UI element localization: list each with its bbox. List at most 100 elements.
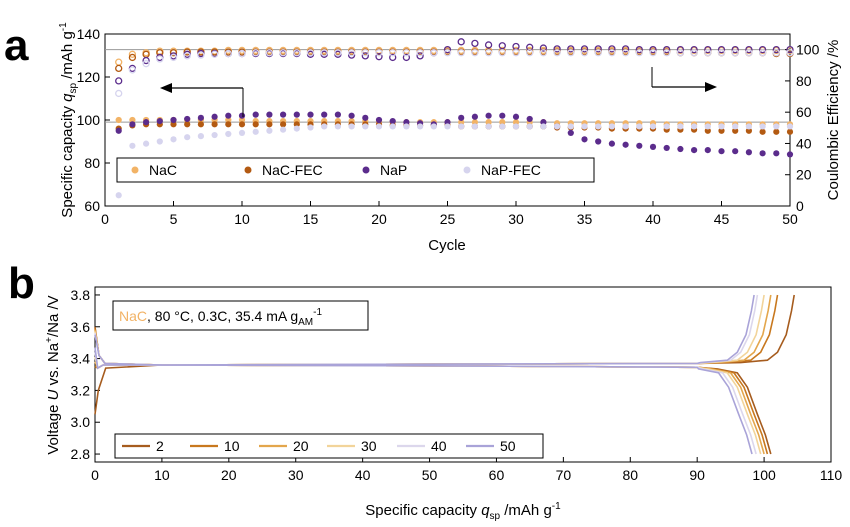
- efficiency-point: [553, 49, 561, 57]
- legend-marker: [244, 166, 252, 174]
- efficiency-point: [128, 66, 137, 74]
- legend-marker: [463, 166, 471, 174]
- efficiency-point: [745, 45, 753, 54]
- efficiency-point: [347, 51, 356, 59]
- efficiency-point: [375, 53, 383, 61]
- capacity-point: [540, 123, 547, 130]
- capacity-point: [718, 127, 725, 134]
- panel-b-x-axis-title: Specific capacity qsp /mAh g-1: [365, 501, 561, 522]
- efficiency-point: [252, 49, 260, 57]
- x-tick-label: 20: [371, 211, 387, 227]
- capacity-point: [293, 111, 300, 118]
- panel-a-label: a: [4, 21, 29, 70]
- capacity-point: [581, 123, 588, 130]
- legend-label: 50: [500, 438, 516, 454]
- efficiency-point: [717, 45, 726, 54]
- legend-marker: [362, 166, 370, 174]
- capacity-point: [115, 127, 122, 134]
- capacity-point: [293, 121, 300, 128]
- capacity-point: [334, 123, 341, 130]
- efficiency-point: [115, 89, 123, 98]
- efficiency-point: [580, 45, 589, 53]
- capacity-point: [732, 148, 739, 155]
- legend-label: NaC-FEC: [262, 162, 323, 178]
- capacity-point: [362, 114, 369, 121]
- capacity-point: [773, 150, 780, 157]
- x-tick-label: 40: [355, 467, 371, 483]
- capacity-point: [554, 123, 561, 130]
- capacity-point: [471, 119, 478, 126]
- efficiency-point: [361, 52, 369, 60]
- efficiency-point: [224, 49, 232, 58]
- capacity-point: [622, 141, 629, 148]
- efficiency-point: [457, 38, 465, 46]
- y-left-tick-label: 100: [77, 112, 101, 128]
- efficiency-point: [128, 53, 137, 62]
- capacity-point: [608, 140, 616, 147]
- capacity-point: [321, 123, 328, 130]
- capacity-point: [773, 128, 780, 135]
- capacity-point: [704, 147, 711, 154]
- efficiency-point: [361, 49, 369, 57]
- efficiency-point: [484, 41, 493, 49]
- efficiency-point: [238, 49, 246, 58]
- capacity-point: [389, 117, 396, 125]
- efficiency-point: [128, 50, 137, 58]
- capacity-point: [458, 114, 465, 121]
- legend-label: 20: [293, 438, 309, 454]
- capacity-point: [156, 138, 163, 145]
- efficiency-point: [375, 49, 383, 57]
- efficiency-point: [539, 44, 548, 52]
- capacity-point: [280, 111, 287, 118]
- x-tick-label: 90: [689, 467, 705, 483]
- efficiency-point: [553, 45, 561, 53]
- capacity-point: [458, 123, 465, 130]
- capacity-point: [225, 121, 232, 128]
- capacity-point: [211, 131, 218, 139]
- efficiency-point: [704, 49, 712, 57]
- x-tick-label: 5: [170, 211, 178, 227]
- efficiency-point: [471, 49, 479, 57]
- efficiency-point: [635, 45, 643, 54]
- efficiency-point: [197, 51, 205, 59]
- capacity-point: [458, 119, 465, 126]
- efficiency-point: [539, 49, 548, 57]
- y-right-tick-label: 0: [796, 198, 804, 214]
- efficiency-point: [416, 52, 424, 60]
- panel-a-x-axis-title: Cycle: [428, 237, 466, 254]
- efficiency-point: [183, 52, 191, 60]
- capacity-point: [238, 129, 246, 136]
- efficiency-point: [347, 49, 356, 57]
- efficiency-point: [526, 49, 534, 57]
- legend-label: NaP: [380, 162, 407, 178]
- efficiency-point: [443, 49, 452, 57]
- capacity-point: [595, 123, 602, 130]
- efficiency-point: [156, 55, 164, 63]
- efficiency-point: [772, 45, 780, 54]
- efficiency-point: [649, 45, 657, 54]
- capacity-point: [636, 123, 643, 130]
- capacity-point: [184, 115, 191, 123]
- efficiency-point: [457, 49, 465, 57]
- capacity-point: [225, 130, 232, 138]
- efficiency-point: [389, 49, 397, 57]
- capacity-point: [745, 149, 753, 156]
- capacity-point: [485, 112, 492, 119]
- efficiency-point: [115, 77, 123, 85]
- efficiency-point: [293, 49, 301, 57]
- capacity-point: [786, 123, 794, 130]
- efficiency-point: [690, 45, 698, 54]
- y-left-tick-label: 80: [84, 155, 100, 171]
- x-tick-label: 110: [820, 467, 843, 483]
- capacity-point: [526, 115, 533, 123]
- capacity-point: [663, 144, 670, 152]
- efficiency-point: [690, 49, 698, 57]
- capacity-point: [389, 123, 396, 130]
- legend-label: 10: [224, 438, 240, 454]
- efficiency-point: [663, 45, 671, 54]
- efficiency-point: [731, 49, 739, 57]
- capacity-point: [636, 142, 643, 149]
- capacity-point: [280, 126, 287, 133]
- capacity-point: [321, 111, 328, 118]
- x-tick-label: 60: [489, 467, 505, 483]
